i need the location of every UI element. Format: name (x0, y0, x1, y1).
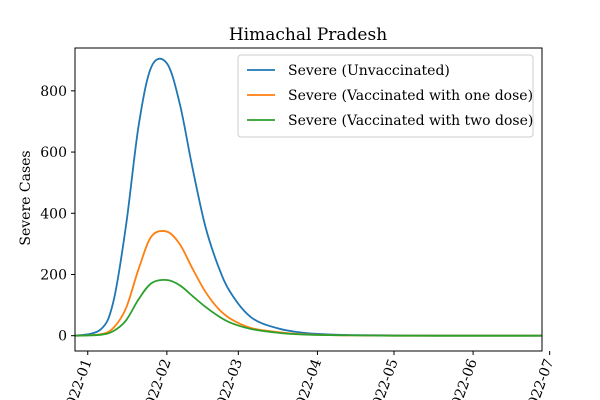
series-line-3 (74, 278, 542, 337)
x-tick-label: 2022-07 (522, 357, 557, 400)
legend-label-2: Severe (Vaccinated with one dose) (288, 88, 533, 104)
x-tick-label: 2022-06 (446, 357, 481, 400)
x-tick-label: 2022-04 (290, 357, 325, 400)
chart-title: Himachal Pradesh (229, 25, 387, 45)
y-tick-label: 600 (40, 145, 67, 161)
legend: Severe (Unvaccinated) Severe (Vaccinated … (237, 54, 534, 138)
y-axis: 0 200 400 600 800 (40, 84, 75, 345)
y-tick-label: 200 (40, 267, 67, 283)
x-tick-label: 2022-03 (211, 357, 246, 400)
legend-label-3: Severe (Vaccinated with two dose) (288, 113, 533, 129)
legend-box (237, 54, 534, 138)
x-tick-label: 2022-05 (367, 357, 402, 400)
x-tick-label: 2022-02 (140, 357, 175, 400)
series-line-2 (74, 230, 542, 337)
y-tick-label: 0 (58, 329, 67, 345)
plot-frame (74, 47, 543, 352)
x-axis: 2022-01 2022-02 2022-03 2022-04 2022-05 2022-… (61, 351, 557, 400)
plot-area (74, 57, 542, 337)
y-tick-label: 800 (40, 84, 67, 100)
legend-label-1: Severe (Unvaccinated) (288, 63, 450, 79)
y-tick-label: 400 (40, 206, 67, 222)
x-tick-label: 2022-01 (61, 357, 96, 400)
y-axis-label: Severe Cases (18, 150, 34, 245)
